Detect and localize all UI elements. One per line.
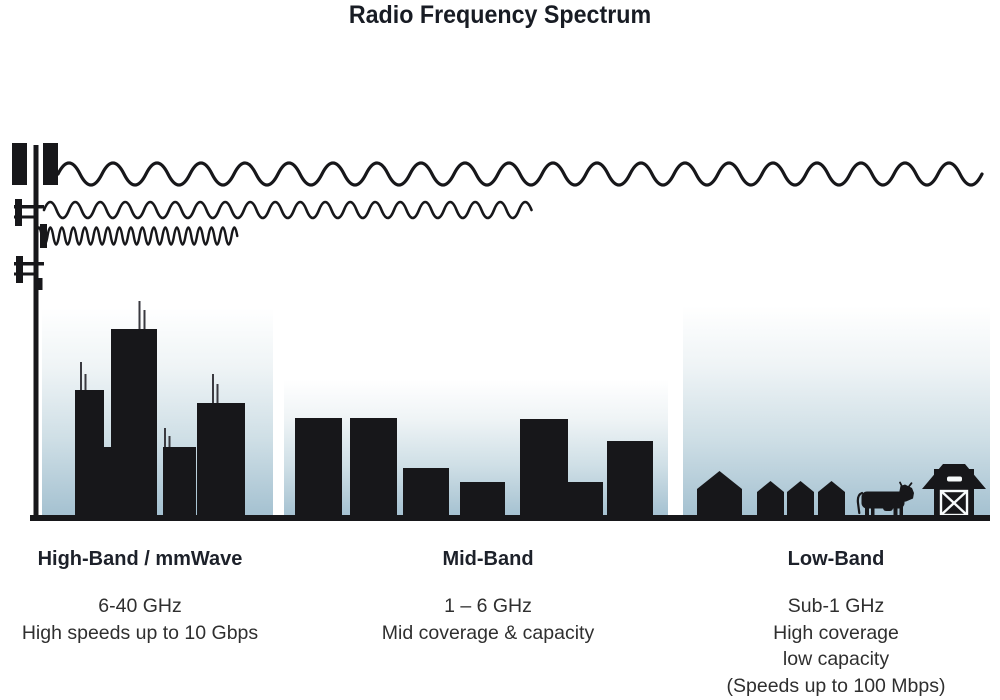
mid-band-title: Mid-Band <box>442 548 534 570</box>
band-detail-line: Mid coverage & capacity <box>381 621 595 644</box>
rooftop-antenna <box>168 436 171 447</box>
cell-tower-crossarm <box>14 272 38 276</box>
midrise-building <box>460 482 505 518</box>
barn-door-cross <box>940 490 968 516</box>
mid-band-medium-wave <box>42 200 533 220</box>
high-band-short-wave <box>34 226 239 246</box>
low-band-details: Sub-1 GHz High coverage low capacity (Sp… <box>676 593 996 699</box>
band-detail-line: High coverage <box>773 621 899 644</box>
rooftop-antenna <box>84 374 87 390</box>
cow-head <box>897 484 914 503</box>
skyscraper <box>197 403 245 518</box>
mid-band-label-block: Mid-Band 1 – 6 GHz Mid coverage & capaci… <box>338 548 638 646</box>
midrise-building <box>520 419 568 518</box>
band-detail-line: High speeds up to 10 Gbps <box>21 621 259 644</box>
cell-tower-crossarm <box>14 215 38 219</box>
high-band-label-block: High-Band / mmWave 6-40 GHz High speeds … <box>0 548 290 646</box>
cow-leg <box>865 505 869 518</box>
midrise-building <box>403 468 449 518</box>
cow-leg <box>893 505 898 518</box>
house <box>757 481 784 518</box>
page-title: Radio Frequency Spectrum <box>348 1 652 29</box>
mid-band-details: 1 – 6 GHz Mid coverage & capacity <box>338 593 638 646</box>
cow-tail <box>856 491 864 515</box>
rooftop-antenna <box>164 428 166 447</box>
band-detail-line: low capacity <box>782 648 890 671</box>
cow-leg <box>871 505 875 518</box>
cell-tower-crossarm <box>14 205 44 209</box>
ground-line <box>30 515 990 521</box>
cell-tower-antenna-panel <box>15 199 22 226</box>
rooftop-antenna <box>216 384 219 403</box>
spectrum-scene <box>12 143 990 521</box>
band-detail-line: Sub-1 GHz <box>787 595 885 617</box>
low-band-label-block: Low-Band Sub-1 GHz High coverage low cap… <box>676 548 996 699</box>
rooftop-antenna <box>212 374 214 403</box>
midrise-building <box>607 441 653 518</box>
band-detail-line: 6-40 GHz <box>98 595 182 617</box>
high-band-title: High-Band / mmWave <box>37 548 243 570</box>
rooftop-antenna <box>143 310 146 329</box>
cow-horns <box>899 481 913 488</box>
house <box>787 481 814 518</box>
high-band-details: 6-40 GHz High speeds up to 10 Gbps <box>0 593 290 646</box>
low-band-title: Low-Band <box>787 548 885 570</box>
skyscraper <box>104 447 111 518</box>
rooftop-antenna <box>138 301 141 329</box>
midrise-building <box>568 482 603 518</box>
midrise-building <box>350 418 397 518</box>
house <box>818 481 845 518</box>
band-detail-line: 1 – 6 GHz <box>444 595 532 617</box>
house <box>697 471 742 518</box>
cell-tower-antenna-panel <box>16 256 23 283</box>
cell-tower-pole <box>33 145 39 518</box>
barn-loft-vent <box>947 476 962 482</box>
skyscraper <box>111 329 157 518</box>
cell-tower-crossarm <box>38 278 43 290</box>
low-band-long-wave <box>56 161 984 187</box>
rooftop-antenna <box>80 362 82 390</box>
barn <box>922 464 986 518</box>
skyscraper <box>75 390 104 518</box>
midrise-building <box>295 418 342 518</box>
cow-udder <box>883 504 893 511</box>
skyscraper <box>163 447 196 518</box>
cell-tower-antenna-panel <box>12 143 27 185</box>
cell-tower-antenna-panel <box>43 143 58 185</box>
cow-body <box>861 491 905 509</box>
cell-tower-antenna-panel <box>40 224 47 248</box>
cell-tower-crossarm <box>14 262 44 266</box>
cow-leg <box>899 505 903 518</box>
band-detail-line: (Speeds up to 100 Mbps) <box>726 674 946 697</box>
cow <box>856 481 914 518</box>
